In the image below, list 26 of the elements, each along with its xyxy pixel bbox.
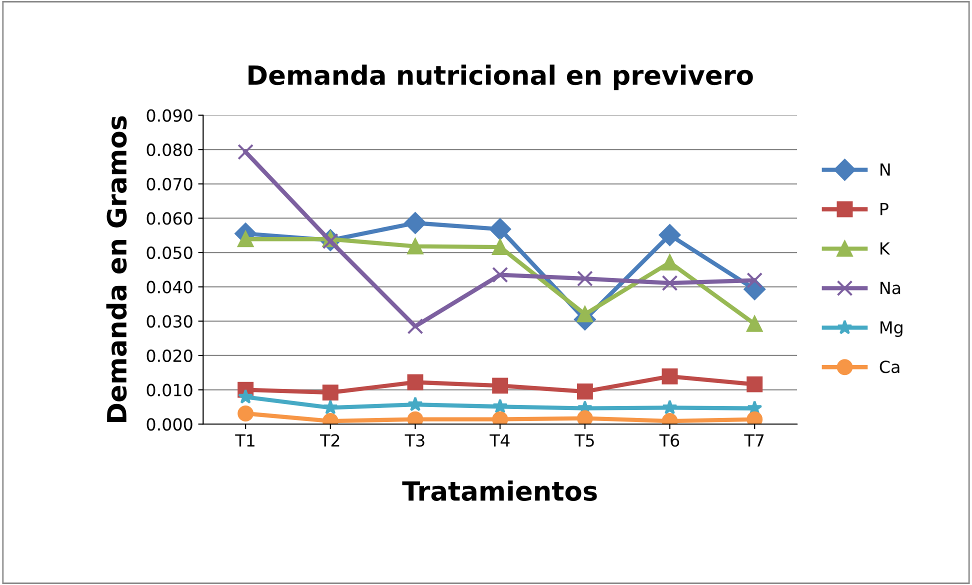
legend-label: Mg — [880, 321, 902, 337]
y-tick-label: 0.010 — [146, 384, 192, 396]
legend-label: N — [880, 163, 890, 176]
y-tick-label: 0.060 — [146, 212, 192, 225]
y-tick-label: 0.080 — [146, 144, 192, 156]
legend-label: P — [880, 202, 888, 216]
legend-label: K — [880, 242, 890, 255]
y-tick-label: 0.000 — [146, 418, 192, 431]
x-tick-label: T5 — [574, 434, 594, 447]
y-tick-label: 0.070 — [146, 178, 192, 190]
x-tick-label: T6 — [659, 434, 680, 447]
legend-label: Ca — [880, 360, 900, 374]
x-tick-label: T7 — [744, 434, 764, 447]
x-tick-label: T2 — [320, 434, 340, 447]
x-tick-label: T4 — [490, 434, 510, 447]
x-tick-label: T1 — [235, 434, 254, 447]
y-tick-label: 0.040 — [146, 280, 192, 294]
y-tick-label: 0.030 — [146, 315, 192, 328]
x-axis-title: Tratamientos — [402, 480, 597, 501]
y-tick-label: 0.090 — [146, 109, 192, 122]
y-axis-title: Demanda en Gramos — [106, 116, 127, 422]
y-tick-label: 0.020 — [146, 349, 192, 362]
y-tick-label: 0.050 — [146, 246, 192, 260]
chart-title: Demanda nutricional en previvero — [248, 64, 753, 90]
x-tick-label: T3 — [404, 434, 424, 447]
legend-label: Na — [880, 282, 900, 294]
